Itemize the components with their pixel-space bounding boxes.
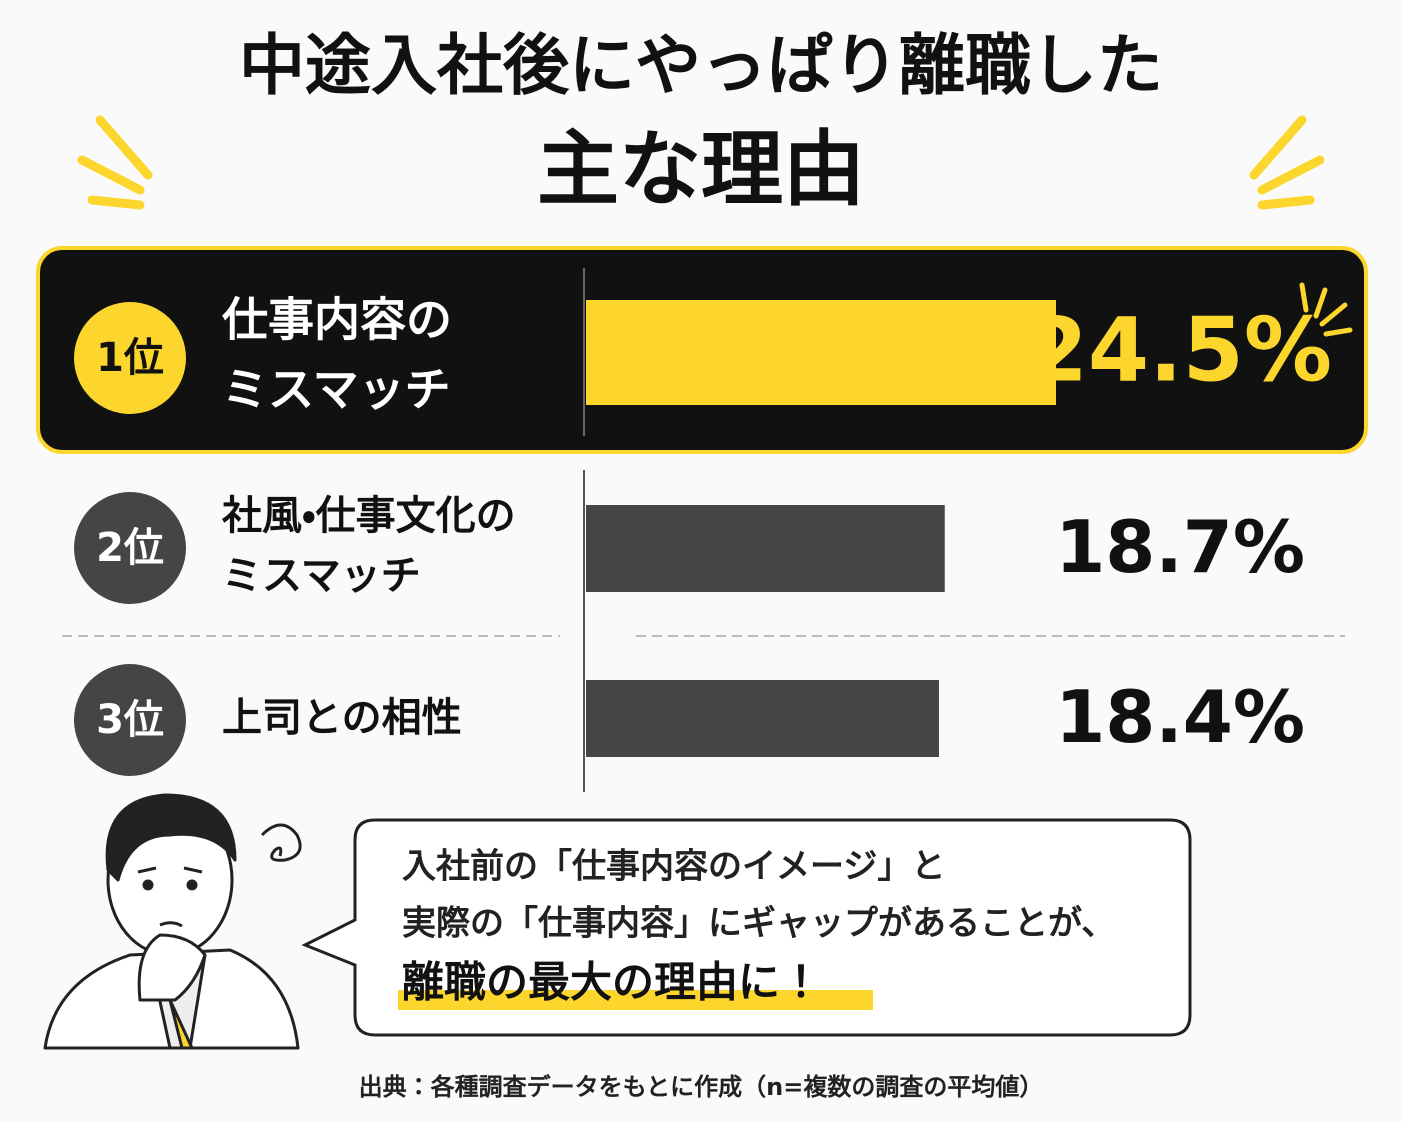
person: [43, 793, 302, 1050]
bar: [586, 680, 939, 757]
sparkle-left: [77, 115, 153, 210]
category-label: 仕事内容の: [222, 293, 452, 347]
category-label: 上司との相性: [222, 695, 462, 741]
bar: [586, 505, 945, 592]
callout-text: 入社前の「仕事内容のイメージ」と: [402, 847, 945, 887]
chart-subtitle: 主な理由: [537, 122, 865, 217]
sparkle-right: [1249, 115, 1325, 210]
source-note: 出典：各種調査データをもとに作成（n=複数の調査の平均値）: [359, 1073, 1044, 1101]
bar: [586, 300, 1056, 405]
sparkle-value: [1299, 282, 1353, 337]
emphasis-highlight: [398, 990, 873, 1010]
rank-label: 3位: [96, 697, 164, 743]
speech-bubble: [301, 818, 1192, 1037]
value-label: 18.7%: [1055, 505, 1305, 589]
callout-emphasis: 離職の最大の理由に！: [402, 958, 822, 1007]
value-label: 24.5%: [1027, 298, 1332, 401]
value-label: 18.4%: [1055, 675, 1305, 759]
category-label: ミスマッチ: [222, 363, 451, 417]
rank-badge: [74, 664, 186, 776]
rank-badge: [74, 492, 186, 604]
callout-text: 実際の「仕事内容」にギャップがあることが、: [402, 904, 1115, 944]
rank-badge: [74, 302, 186, 414]
rank-label: 1位: [96, 335, 164, 381]
category-label: ミスマッチ: [222, 553, 421, 599]
category-label: 社風・仕事文化の: [221, 493, 516, 539]
chart-title: 中途入社後にやっぱり離職した: [239, 27, 1163, 104]
rank-label: 2位: [96, 525, 164, 571]
